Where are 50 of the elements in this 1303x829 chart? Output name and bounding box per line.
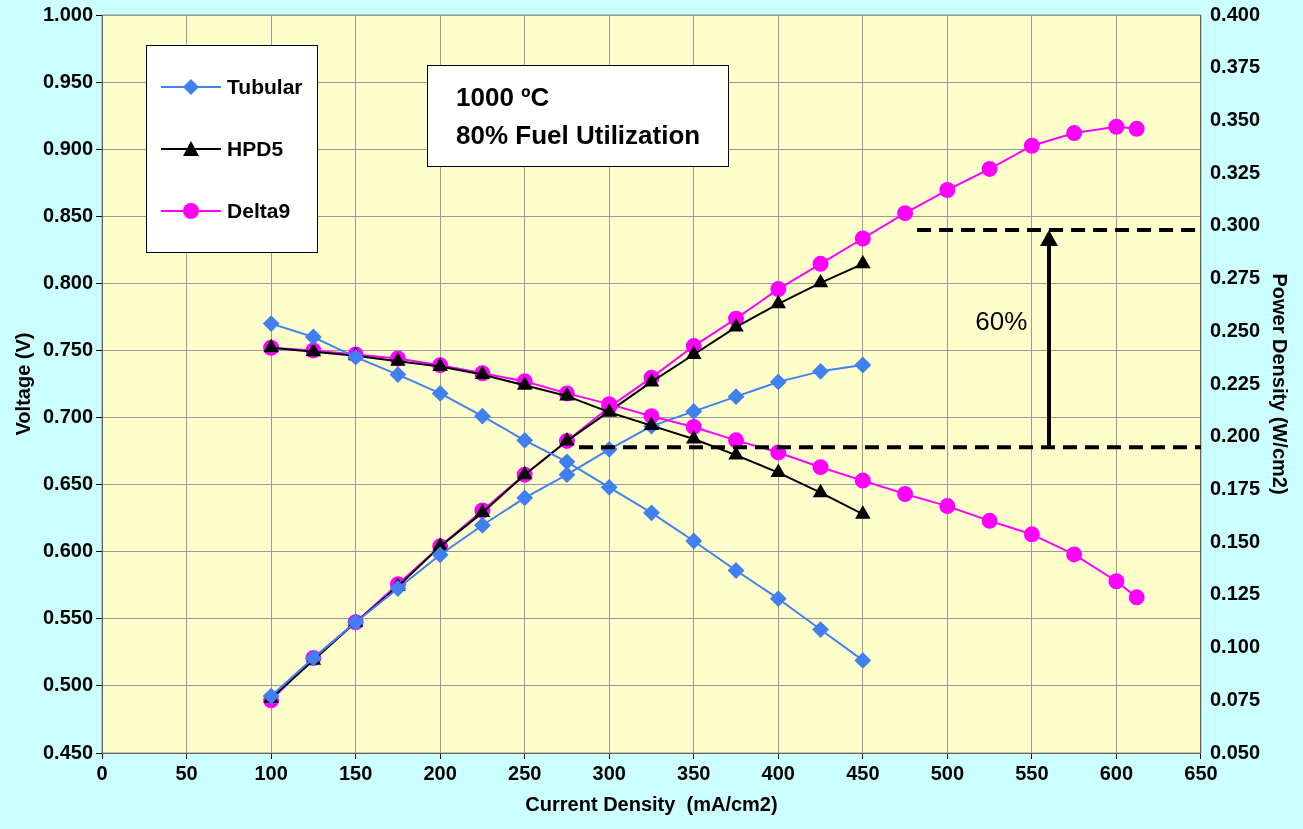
y-tick-label: 0.950 — [42, 69, 94, 92]
x-axis-title: Current Density (mA/cm2) — [525, 792, 778, 815]
y2-tick-label: 0.050 — [1209, 740, 1261, 763]
x-tick-label: 200 — [423, 761, 457, 784]
y2-tick-label: 0.300 — [1209, 213, 1261, 236]
y-tick-label: 0.700 — [42, 405, 94, 428]
legend-label: HPD5 — [227, 137, 284, 161]
x-tick-label: 450 — [846, 761, 880, 784]
x-tick-label: 150 — [338, 761, 373, 784]
y-tick-label: 1.000 — [42, 2, 94, 25]
y2-tick-label: 0.350 — [1209, 107, 1261, 130]
x-tick-label: 100 — [254, 761, 288, 784]
x-tick-label: 500 — [930, 761, 965, 784]
annotation: 60% — [975, 305, 1028, 337]
y2-tick-label: 0.400 — [1209, 2, 1261, 25]
y2-tick-label: 0.225 — [1209, 371, 1261, 394]
x-tick-label: 650 — [1184, 761, 1218, 784]
y2-tick-label: 0.325 — [1209, 160, 1261, 183]
legend-label: Delta9 — [227, 199, 291, 223]
y-tick-label: 0.850 — [42, 203, 94, 226]
annotation: 80% Fuel Utilization — [456, 119, 701, 152]
y2-tick-label: 0.125 — [1209, 582, 1261, 605]
x-tick-label: 600 — [1099, 761, 1134, 784]
y2-tick-label: 0.275 — [1209, 266, 1261, 289]
x-tick-label: 550 — [1015, 761, 1049, 784]
x-tick-label: 250 — [508, 761, 542, 784]
x-tick-label: 50 — [175, 761, 198, 784]
x-tick-label: 350 — [677, 761, 711, 784]
y-tick-label: 0.550 — [42, 606, 94, 629]
y2-tick-label: 0.175 — [1209, 476, 1261, 499]
y-tick-label: 0.750 — [42, 337, 94, 360]
y-tick-label: 0.800 — [42, 270, 94, 293]
y2-tick-label: 0.100 — [1209, 635, 1261, 658]
y-tick-label: 0.450 — [42, 740, 94, 763]
y-tick-label: 0.600 — [42, 539, 94, 562]
y-axis-title: Voltage (V) — [11, 332, 34, 436]
x-tick-label: 300 — [592, 761, 626, 784]
x-tick-label: 400 — [761, 761, 795, 784]
y2-tick-label: 0.075 — [1209, 687, 1261, 710]
y-tick-label: 0.650 — [42, 472, 94, 495]
legend-label: Tubular — [227, 75, 303, 99]
y-tick-label: 0.900 — [42, 136, 94, 159]
y-tick-label: 0.500 — [42, 673, 94, 696]
annotation: 1000 ºC — [456, 81, 551, 114]
y2-tick-label: 0.150 — [1209, 529, 1261, 552]
y2-axis-title: Power Density (W/cm2) — [1269, 273, 1292, 495]
x-tick-label: 0 — [96, 761, 108, 784]
y2-tick-label: 0.375 — [1209, 55, 1261, 78]
y2-tick-label: 0.200 — [1209, 424, 1261, 447]
y2-tick-label: 0.250 — [1209, 318, 1261, 341]
